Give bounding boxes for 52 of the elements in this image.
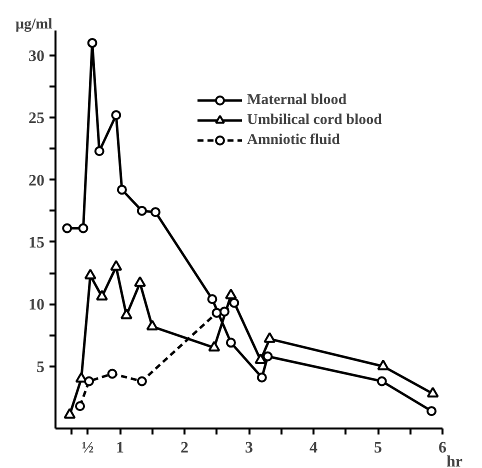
point <box>64 408 76 419</box>
point <box>377 360 390 370</box>
y-tick-label: 5 <box>36 358 44 376</box>
point <box>208 340 220 352</box>
point <box>262 351 273 362</box>
point <box>136 206 147 216</box>
point <box>84 268 96 280</box>
point <box>107 368 118 379</box>
point <box>96 290 108 301</box>
point <box>62 223 72 234</box>
point <box>212 308 222 318</box>
y-tick-label: 30 <box>28 48 44 65</box>
point <box>254 353 267 364</box>
point <box>111 110 122 120</box>
x-tick-label: 2 <box>180 440 188 456</box>
point <box>146 320 158 330</box>
point <box>87 38 98 48</box>
point <box>207 294 218 304</box>
point <box>224 288 237 300</box>
point <box>426 386 439 398</box>
x-tick-label: 1 <box>116 440 124 456</box>
point <box>219 306 230 317</box>
y-tick-label: 15 <box>28 234 44 252</box>
point <box>376 376 387 386</box>
point <box>75 401 86 412</box>
point <box>426 406 437 416</box>
y-tick-label: 10 <box>28 296 44 314</box>
x-tick-label: 3 <box>245 440 253 456</box>
point <box>94 146 104 156</box>
point <box>84 376 94 386</box>
x-tick-label: ½ <box>82 440 94 456</box>
point <box>78 223 88 234</box>
x-axis-title: hr <box>446 454 462 468</box>
x-tick-label: 6 <box>438 440 446 456</box>
point <box>136 376 147 386</box>
legend-label: Umbilical cord blood <box>246 112 382 128</box>
point <box>264 332 276 343</box>
point <box>134 276 146 287</box>
legend-label: Maternal blood <box>246 92 347 108</box>
y-tick-label: 25 <box>28 110 44 128</box>
y-axis-title: μg/ml <box>16 16 52 32</box>
legend-label: Amniotic fluid <box>246 132 340 148</box>
x-tick-label: 4 <box>310 440 318 456</box>
point <box>256 372 267 382</box>
point <box>110 260 122 271</box>
point <box>226 338 236 348</box>
y-tick-label: 20 <box>28 172 44 190</box>
point <box>120 308 132 320</box>
point <box>116 184 127 195</box>
x-tick-label: 5 <box>374 440 382 456</box>
point <box>150 207 160 218</box>
point <box>229 298 240 308</box>
